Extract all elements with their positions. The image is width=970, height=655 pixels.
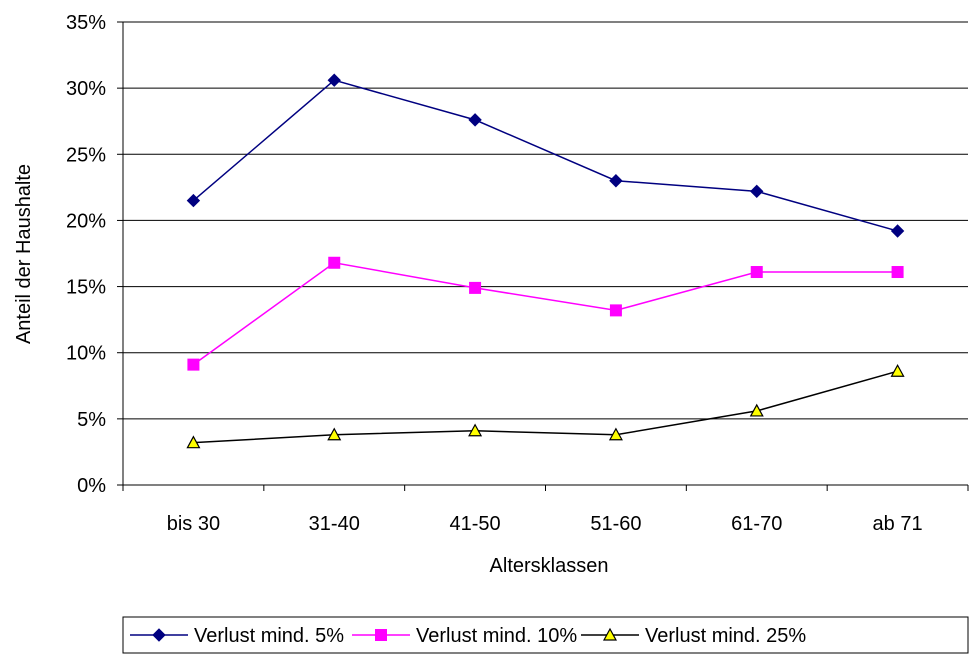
y-tick-label: 0% (77, 475, 106, 497)
data-point (890, 224, 905, 238)
series-line (192, 79, 898, 232)
legend: Verlust mind. 5% Verlust mind. 10% Verlust… (122, 616, 969, 654)
data-point (328, 256, 341, 269)
legend-marker (375, 629, 387, 641)
data-point (750, 184, 764, 199)
x-tick-label: bis 30 (167, 513, 220, 535)
legend-label: Verlust mind. 25% (645, 625, 806, 647)
data-point (327, 427, 342, 441)
y-tick-label: 10% (66, 343, 106, 365)
x-tick-label: ab 71 (873, 513, 923, 535)
y-tick-label: 35% (66, 12, 106, 34)
y-tick-label: 5% (77, 409, 106, 431)
data-point (186, 193, 201, 208)
data-point (890, 363, 905, 377)
series-3 (186, 363, 905, 449)
data-point (608, 427, 623, 441)
data-point (468, 423, 483, 437)
data-point (187, 358, 200, 371)
legend-marker (602, 627, 618, 641)
y-tick-label: 20% (66, 210, 106, 232)
data-point (749, 403, 764, 417)
data-point (327, 73, 341, 87)
y-axis-label: Anteil der Haushalte (13, 164, 35, 344)
legend-item: Verlust mind. 5% (130, 625, 344, 647)
data-point (469, 281, 482, 294)
data-point (891, 266, 904, 279)
legend-box (122, 616, 969, 654)
y-tick-label: 30% (66, 78, 106, 100)
y-tick-label: 25% (66, 144, 106, 166)
legend-label: Verlust mind. 10% (416, 625, 577, 647)
legend-item: Verlust mind. 25% (581, 625, 806, 647)
y-tick-labels: 0% 5% 10% 15% 20% 25% 30% 35% (66, 12, 106, 497)
data-point (609, 174, 623, 188)
y-tick-label: 15% (66, 277, 106, 299)
x-tick-label: 61-70 (731, 513, 782, 535)
data-point (186, 435, 201, 449)
x-tick-labels: bis 30 31-40 41-50 51-60 61-70 ab 71 (167, 513, 923, 535)
x-tick-label: 41-50 (450, 513, 501, 535)
axes (117, 21, 969, 491)
x-tick-label: 51-60 (590, 513, 641, 535)
legend-label: Verlust mind. 5% (194, 625, 344, 647)
x-axis-label: Altersklassen (490, 555, 609, 577)
data-point (750, 266, 763, 279)
data-point (609, 304, 622, 317)
legend-item: Verlust mind. 10% (352, 625, 577, 647)
series-1 (186, 73, 905, 238)
x-tick-label: 31-40 (309, 513, 360, 535)
gridlines (123, 21, 968, 420)
data-point (468, 113, 482, 127)
legend-marker (152, 628, 166, 642)
series-line (192, 261, 898, 366)
series-group (186, 73, 905, 449)
series-line (193, 370, 898, 444)
series-2 (187, 256, 904, 371)
